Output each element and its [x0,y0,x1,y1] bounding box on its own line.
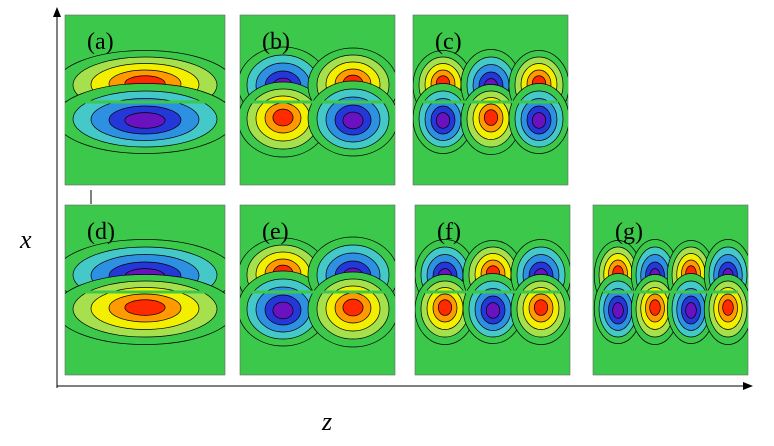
panel-label: (g) [615,219,643,245]
contour [685,302,697,319]
contour [124,299,166,316]
panel-label: (b) [262,29,290,55]
contour [485,302,501,319]
contours [65,239,225,345]
contours [593,239,748,345]
contour [272,108,294,127]
contour [531,112,547,129]
panel: (c) [412,14,569,186]
contour [272,301,294,320]
panels: (a) (b) (c) (d) (e) (f) (g) [64,14,749,376]
panel-label: (f) [437,219,461,245]
contour [342,111,364,130]
panel-label: (e) [262,219,289,245]
z-axis-label: z [321,407,332,436]
contour [483,109,499,126]
x-axis-label: x [19,225,32,254]
contour [435,112,451,129]
panel-label: (a) [87,29,114,55]
contour [612,302,624,319]
contours [240,236,395,348]
contour [342,298,364,317]
panel: (d) [64,204,226,376]
panel: (b) [239,14,396,186]
panel: (a) [64,14,226,186]
contour [649,299,661,316]
panel: (e) [239,204,396,376]
contours [413,49,568,155]
contour [124,112,166,129]
contour [437,299,453,316]
panel-label: (c) [435,29,462,55]
contour [533,299,549,316]
contours [415,239,570,345]
contours [240,46,395,158]
panel: (g) [592,204,749,376]
panel: (f) [414,204,571,376]
contour [722,299,734,316]
panel-label: (d) [87,219,115,245]
contours [65,50,225,154]
